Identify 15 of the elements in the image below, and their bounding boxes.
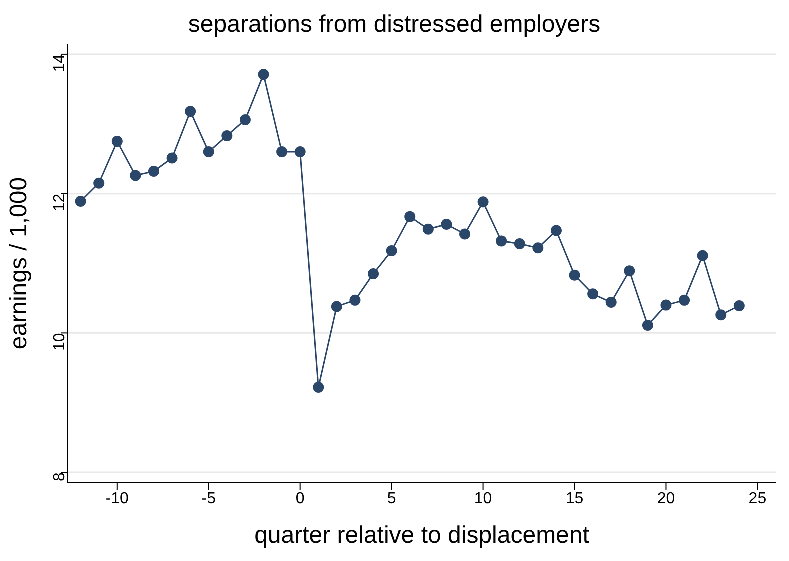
y-tick-label: 12 xyxy=(52,194,69,212)
x-tick-label: 5 xyxy=(387,490,396,508)
chart-title: separations from distressed employers xyxy=(187,10,602,40)
y-tick-label: 8 xyxy=(52,472,69,482)
x-tick-label: -10 xyxy=(106,490,130,508)
x-axis-title: quarter relative to displacement xyxy=(254,522,590,549)
y-tick-label: 10 xyxy=(52,333,69,351)
y-axis-title: earnings / 1,000 xyxy=(6,177,33,350)
x-tick-label: 20 xyxy=(657,490,676,508)
y-tick-label: 14 xyxy=(52,54,69,72)
x-tick-label: 25 xyxy=(748,490,767,508)
x-tick-label: 15 xyxy=(566,490,584,508)
x-tick-label: 0 xyxy=(296,490,305,508)
x-tick-label: -5 xyxy=(202,490,216,508)
x-tick-label: 10 xyxy=(474,490,492,508)
